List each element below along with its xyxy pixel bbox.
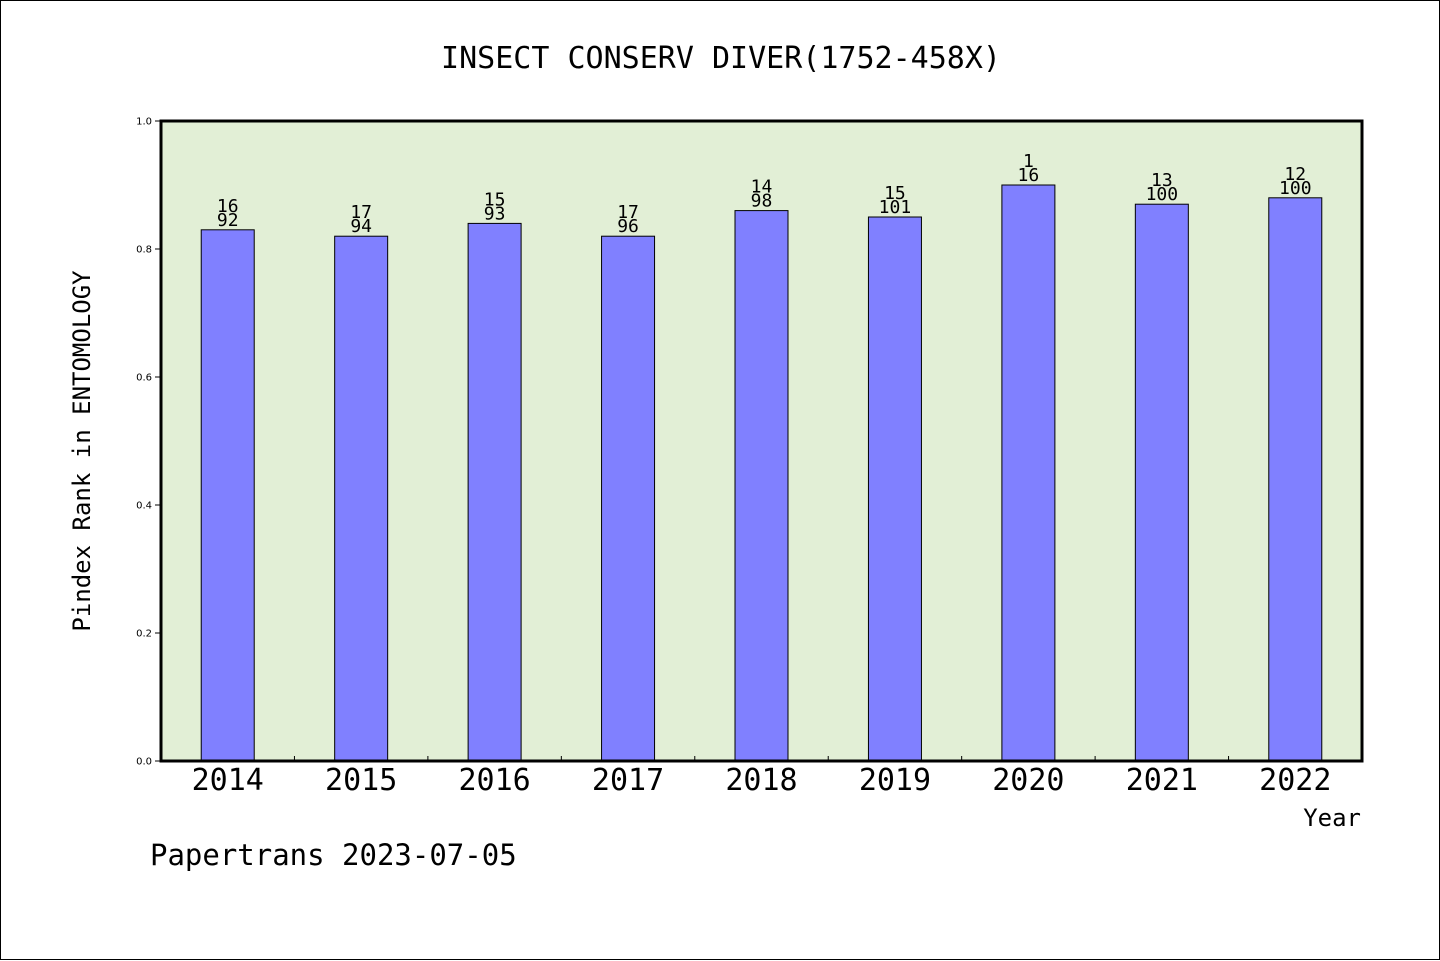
x-tick-label-2021: 2021	[1126, 763, 1198, 798]
bar-2016	[467, 222, 522, 762]
bar-2019	[867, 216, 922, 762]
chart-title: INSECT CONSERV DIVER(1752-458X)	[441, 41, 1001, 76]
x-tick-label-2020: 2020	[992, 763, 1064, 798]
y-tick-label: 0.8	[136, 245, 152, 256]
data-label-top-2016: 15	[484, 189, 506, 210]
x-tick-label-2018: 2018	[725, 763, 797, 798]
data-label-top-2018: 14	[751, 177, 773, 198]
data-label-bottom-2022: 100	[1279, 178, 1312, 199]
data-label-bottom-2018: 98	[751, 191, 773, 212]
data-label-bottom-2017: 96	[617, 216, 639, 237]
y-axis-ticks: 0.0 0.2 0.4 0.6 0.8 1.0	[136, 117, 161, 768]
data-label-bottom-2020: 16	[1018, 165, 1040, 186]
y-tick-label: 0.4	[136, 501, 152, 512]
bar-2014	[200, 229, 255, 762]
data-label-top-2019: 15	[884, 183, 906, 204]
data-label-bottom-2015: 94	[350, 216, 372, 237]
y-tick-label: 0.0	[136, 757, 152, 768]
x-tick-label-2016: 2016	[458, 763, 530, 798]
bar-2018	[734, 210, 789, 762]
x-tick-label-2014: 2014	[192, 763, 264, 798]
bar-2022	[1268, 197, 1323, 762]
data-label-bottom-2014: 92	[217, 210, 239, 231]
x-tick-label-2022: 2022	[1259, 763, 1331, 798]
bar-2017	[601, 235, 656, 762]
y-tick-label: 0.2	[136, 629, 152, 640]
x-tick-label-2017: 2017	[592, 763, 664, 798]
x-tick-label-2015: 2015	[325, 763, 397, 798]
bar-2020	[1001, 184, 1056, 762]
plot-frame	[159, 119, 1364, 763]
y-axis-label: Pindex Rank in ENTOMOLOGY	[68, 270, 96, 632]
bars	[200, 184, 1323, 762]
bar-2015	[334, 235, 389, 762]
data-label-top-2021: 13	[1151, 170, 1173, 191]
x-axis-ticks: 2014 2015 2016 2017 2018 2019 2020 2021 2022	[192, 756, 1331, 798]
data-label-top-2014: 16	[217, 196, 239, 217]
data-label-top-2020: 1	[1023, 151, 1034, 172]
data-label-top-2015: 17	[350, 202, 372, 223]
data-label-bottom-2021: 100	[1146, 184, 1179, 205]
data-label-top-2017: 17	[617, 202, 639, 223]
footer-text: Papertrans 2023-07-05	[150, 838, 517, 872]
data-label-top-2022: 12	[1284, 164, 1306, 185]
x-tick-label-2019: 2019	[859, 763, 931, 798]
y-tick-label: 0.6	[136, 373, 152, 384]
bar-2021	[1134, 203, 1189, 762]
x-axis-label: Year	[1303, 804, 1361, 832]
data-label-bottom-2016: 93	[484, 203, 506, 224]
data-label-bottom-2019: 101	[879, 197, 912, 218]
y-tick-label: 1.0	[136, 117, 152, 128]
